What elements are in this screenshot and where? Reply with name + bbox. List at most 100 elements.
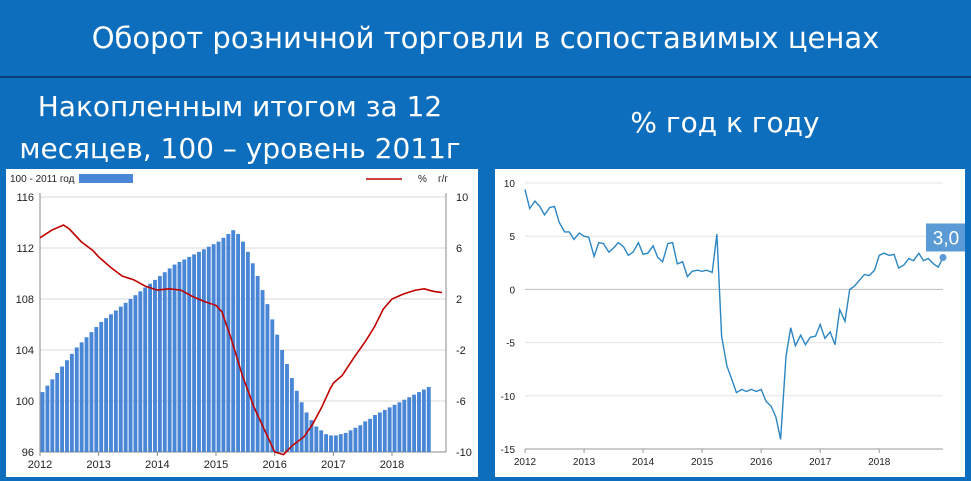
- left-bar: [289, 378, 294, 452]
- left-bar: [333, 435, 338, 452]
- left-bar: [201, 249, 206, 452]
- left-bar: [250, 263, 255, 452]
- left-bar: [197, 251, 201, 452]
- right-y-tick-label: 5: [509, 232, 515, 243]
- left-y-tick-label: 100: [16, 396, 34, 408]
- left-bar: [226, 233, 231, 452]
- left-y2-tick-label: -10: [456, 447, 472, 459]
- left-bar: [172, 264, 177, 452]
- left-bar: [40, 392, 45, 452]
- left-bar: [245, 251, 250, 452]
- left-bar: [104, 318, 109, 452]
- right-chart: -15 -10 -5 0 5 10 2012 2013 2014 2015 2016 2017 2018…: [501, 179, 966, 468]
- left-bar: [206, 246, 211, 452]
- right-labels: -15 -10 -5 0 5 10 2012 2013 2014 2015 2016 2017 2018: [501, 179, 891, 468]
- left-bar: [285, 364, 289, 452]
- right-x-tick-label: 2016: [750, 457, 773, 468]
- right-x-tick-label: 2012: [514, 457, 537, 468]
- left-bar: [123, 302, 128, 452]
- left-bar: [128, 299, 133, 452]
- left-bar: [69, 353, 74, 452]
- left-bar: [60, 366, 65, 452]
- left-x-tick-label: 2015: [204, 459, 228, 471]
- left-bar: [309, 420, 314, 452]
- left-bar: [368, 418, 373, 452]
- left-bars: [40, 230, 431, 452]
- left-bar: [55, 372, 60, 452]
- right-x-tick-label: 2013: [573, 457, 596, 468]
- left-bar: [221, 237, 226, 452]
- legend-line-yy: г/г: [438, 174, 448, 185]
- left-bar: [373, 415, 377, 452]
- left-bar: [294, 390, 299, 452]
- left-bar: [211, 244, 216, 452]
- right-value-label-box: [926, 223, 966, 252]
- left-bar: [363, 421, 368, 452]
- left-bar: [133, 295, 138, 452]
- left-y2-tick-label: 10: [456, 192, 468, 204]
- left-y2-tick-label: 6: [456, 243, 462, 255]
- left-line-series: [39, 224, 443, 456]
- left-y-tick-label: 116: [16, 192, 34, 204]
- left-bar: [348, 430, 353, 452]
- left-bar: [45, 385, 50, 452]
- title-divider: [0, 76, 971, 78]
- left-bar: [216, 241, 221, 452]
- left-bar: [94, 327, 99, 452]
- left-bar: [299, 402, 304, 452]
- left-bar: [241, 241, 245, 452]
- right-y-tick-label: -5: [506, 339, 515, 350]
- left-bar: [177, 262, 182, 452]
- right-grid: [524, 182, 943, 453]
- left-bar: [358, 425, 363, 452]
- left-bar: [270, 319, 275, 452]
- left-bar: [417, 392, 421, 452]
- left-bar: [153, 279, 157, 452]
- left-subtitle-line2: месяцев, 100 – уровень 2011г: [19, 132, 461, 165]
- left-chart-panel: 96 100 104 108 112 116 -10 -6 -2 2 6 10 2012 2013 2014…: [6, 169, 478, 477]
- left-bar: [50, 379, 55, 452]
- left-bar: [412, 394, 417, 452]
- left-subtitle-line1: Накопленным итогом за 12: [37, 90, 443, 123]
- left-bar: [260, 290, 265, 452]
- right-line-group: [524, 189, 944, 440]
- right-x-tick-label: 2015: [691, 457, 714, 468]
- left-bar: [157, 276, 162, 452]
- left-bar: [138, 291, 143, 452]
- left-bar: [236, 233, 241, 452]
- right-y-tick-label: 10: [504, 179, 516, 190]
- right-y-tick-label: -15: [501, 445, 516, 456]
- left-bar: [167, 268, 172, 452]
- left-bar: [329, 435, 333, 452]
- left-bar: [353, 427, 358, 452]
- left-bar: [338, 434, 343, 452]
- left-bar: [84, 337, 89, 452]
- left-bar: [74, 347, 79, 452]
- right-y-tick-label: -10: [501, 392, 516, 403]
- right-chart-panel: -15 -10 -5 0 5 10 2012 2013 2014 2015 2016 2017 2018…: [495, 169, 966, 477]
- left-y-tick-label: 112: [16, 243, 34, 255]
- left-bar: [113, 310, 118, 452]
- left-bar: [397, 402, 402, 452]
- left-bar: [182, 259, 187, 452]
- left-bar: [162, 272, 167, 452]
- left-bar: [324, 434, 329, 452]
- legend-bar-swatch: [79, 174, 133, 183]
- legend-bars-label: 100 - 2011 год: [10, 174, 75, 185]
- legend-line-percent: %: [418, 174, 427, 185]
- right-value-label: 3,0: [933, 228, 959, 249]
- left-y-tick-label: 96: [22, 447, 34, 459]
- left-bar: [426, 386, 431, 452]
- right-last-point: [939, 253, 947, 261]
- right-x-tick-label: 2018: [868, 457, 891, 468]
- left-y-tick-label: 104: [16, 345, 34, 357]
- right-line-series: [524, 189, 944, 440]
- left-bar: [99, 321, 104, 452]
- left-bar: [407, 397, 412, 452]
- left-bar: [148, 283, 153, 452]
- left-line-group: [39, 224, 443, 456]
- left-subtitle: Накопленным итогом за 12 месяцев, 100 – …: [0, 86, 480, 170]
- left-y2-tick-label: -2: [456, 345, 466, 357]
- left-bar: [65, 360, 69, 452]
- left-bar: [387, 407, 392, 452]
